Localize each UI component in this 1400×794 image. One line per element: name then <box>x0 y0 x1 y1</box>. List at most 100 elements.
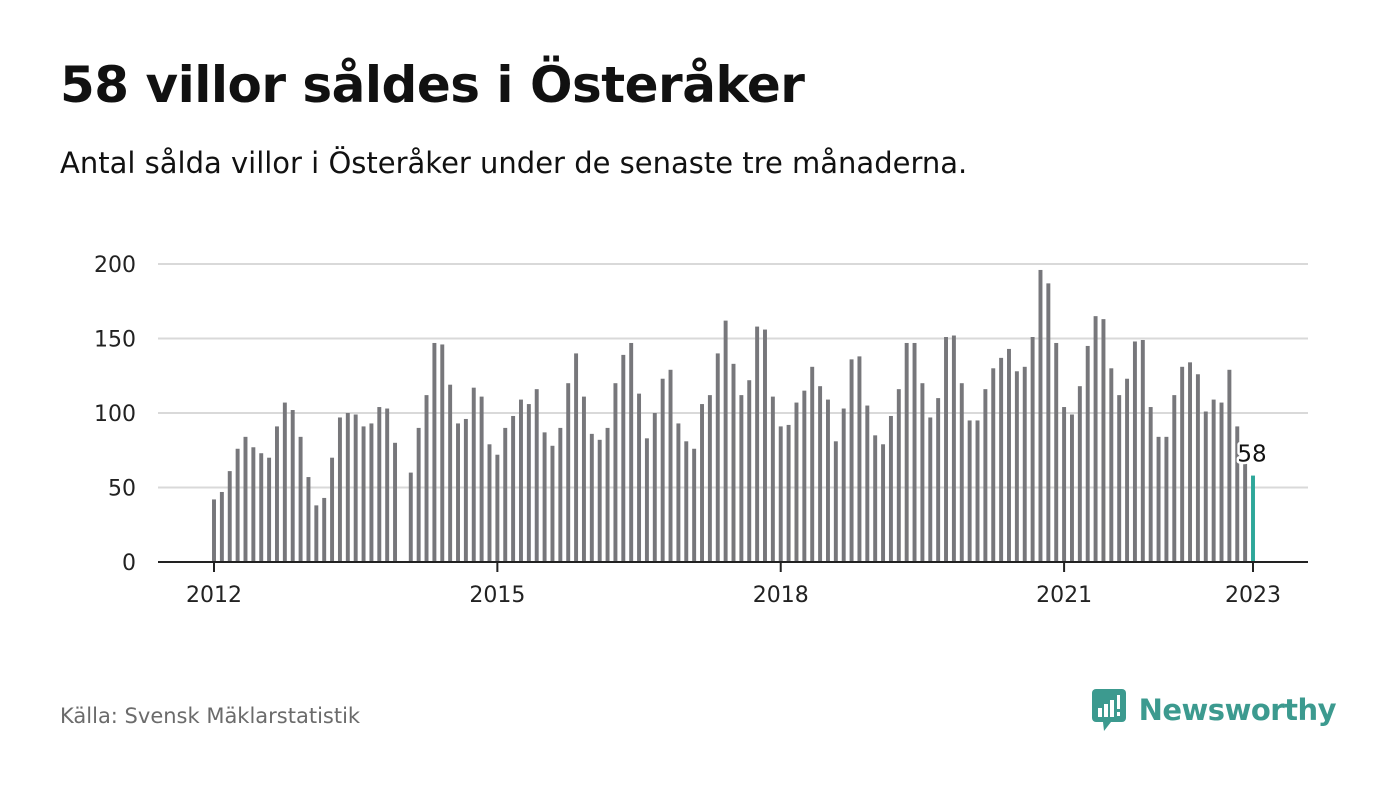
brand-logo: Newsworthy <box>1091 688 1337 732</box>
bar <box>369 423 374 562</box>
bar <box>833 441 838 562</box>
bar <box>865 405 870 562</box>
bar <box>219 491 224 562</box>
bar <box>267 457 272 562</box>
bar <box>574 353 579 562</box>
bar <box>495 454 500 562</box>
bar <box>243 436 248 562</box>
bar <box>1077 386 1082 562</box>
bar <box>1030 337 1035 562</box>
bar <box>715 353 720 562</box>
bar <box>408 472 413 562</box>
bar <box>337 417 342 562</box>
bar <box>723 320 728 562</box>
bar <box>1109 368 1114 562</box>
bar <box>605 427 610 562</box>
x-tick-label: 2021 <box>1036 583 1092 608</box>
bar <box>1188 362 1192 562</box>
bar <box>503 427 508 562</box>
bar <box>1140 339 1145 562</box>
y-axis: 0 50 100 150 200 <box>94 253 136 576</box>
bar <box>1125 378 1130 562</box>
bar <box>818 386 823 562</box>
y-tick-label: 0 <box>122 551 136 576</box>
x-axis: 2012 2015 2018 2021 2023 <box>158 561 1308 608</box>
bar <box>385 408 390 562</box>
bar <box>511 415 516 562</box>
bar <box>558 427 563 562</box>
brand-name: Newsworthy <box>1138 693 1337 727</box>
bar <box>1085 345 1090 562</box>
bar <box>629 342 634 562</box>
bar <box>1195 374 1200 562</box>
bar <box>227 471 232 562</box>
bar <box>1227 369 1232 562</box>
bar <box>692 448 697 562</box>
bar <box>1117 395 1122 562</box>
bar <box>424 395 429 562</box>
y-tick-label: 50 <box>108 477 136 502</box>
bar <box>1235 426 1240 562</box>
bar <box>526 404 531 562</box>
bar <box>944 337 948 562</box>
bar <box>621 354 626 562</box>
annotations: 58 <box>1235 439 1269 470</box>
bar <box>1211 399 1216 562</box>
bar <box>747 380 752 562</box>
bar <box>739 395 744 562</box>
bar <box>904 342 909 562</box>
bar <box>1093 316 1098 562</box>
bar <box>1014 371 1019 562</box>
bar <box>896 389 901 562</box>
bar <box>1022 366 1027 562</box>
bar <box>881 444 886 562</box>
bar <box>770 396 775 562</box>
bar <box>416 427 421 562</box>
bar <box>361 426 366 562</box>
bar <box>1164 436 1169 562</box>
latest-value-label: 58 <box>1237 442 1266 468</box>
bar <box>991 368 996 562</box>
bar <box>975 420 980 562</box>
bar <box>566 383 571 562</box>
bar <box>1101 319 1106 562</box>
bar <box>707 395 712 562</box>
bar <box>802 390 807 562</box>
bar <box>936 398 941 562</box>
bar <box>1203 411 1208 562</box>
bar <box>951 335 956 562</box>
bar <box>542 432 547 562</box>
bar <box>393 442 398 562</box>
bar <box>1007 348 1011 562</box>
bar <box>456 423 460 562</box>
bar <box>589 433 594 562</box>
bar <box>298 436 303 562</box>
bar <box>212 499 216 562</box>
y-tick-label: 150 <box>94 328 136 353</box>
bar <box>597 439 602 562</box>
bar <box>763 329 767 562</box>
bars <box>212 269 1255 562</box>
bar <box>448 384 453 562</box>
bar <box>519 399 523 562</box>
bar <box>1148 407 1153 562</box>
bar <box>873 435 878 562</box>
bar <box>1180 366 1185 562</box>
bar <box>700 404 704 562</box>
bar <box>377 407 382 562</box>
bar <box>786 424 791 562</box>
bar <box>479 396 484 562</box>
bar <box>841 408 846 562</box>
bar <box>660 378 665 562</box>
x-tick-label: 2015 <box>469 583 525 608</box>
bar <box>920 383 925 562</box>
bar <box>275 426 279 562</box>
bar <box>314 505 319 562</box>
bar <box>322 497 327 562</box>
bar <box>550 445 555 562</box>
bar <box>1038 269 1043 562</box>
bar <box>849 359 854 562</box>
bar <box>345 413 350 562</box>
bar <box>778 426 783 562</box>
y-tick-label: 100 <box>94 402 136 427</box>
